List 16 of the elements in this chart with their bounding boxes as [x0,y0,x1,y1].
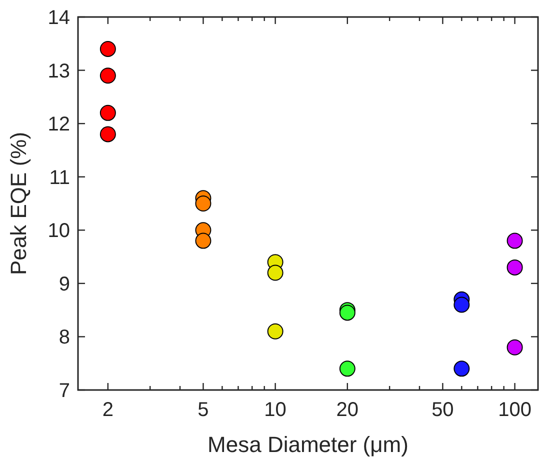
y-tick-label: 9 [58,273,70,296]
x-tick-label: 100 [498,399,532,421]
y-tick-label: 7 [58,380,70,402]
x-tick-label: 20 [336,399,359,421]
y-tick-label: 8 [58,326,70,349]
y-tick-label: 14 [48,7,70,29]
x-tick-label: 2 [102,399,114,421]
y-tick-label: 11 [49,166,70,189]
y-tick-label: 13 [48,60,70,82]
x-tick-label: 50 [432,399,454,421]
y-tick-label: 10 [48,220,70,242]
y-axis-title: Peak EQE (%) [6,132,31,276]
x-tick-label: 5 [198,399,209,421]
y-tick-label: 12 [48,114,70,136]
x-tick-label: 10 [264,399,286,421]
x-axis-title: Mesa Diameter (μm) [208,432,408,457]
